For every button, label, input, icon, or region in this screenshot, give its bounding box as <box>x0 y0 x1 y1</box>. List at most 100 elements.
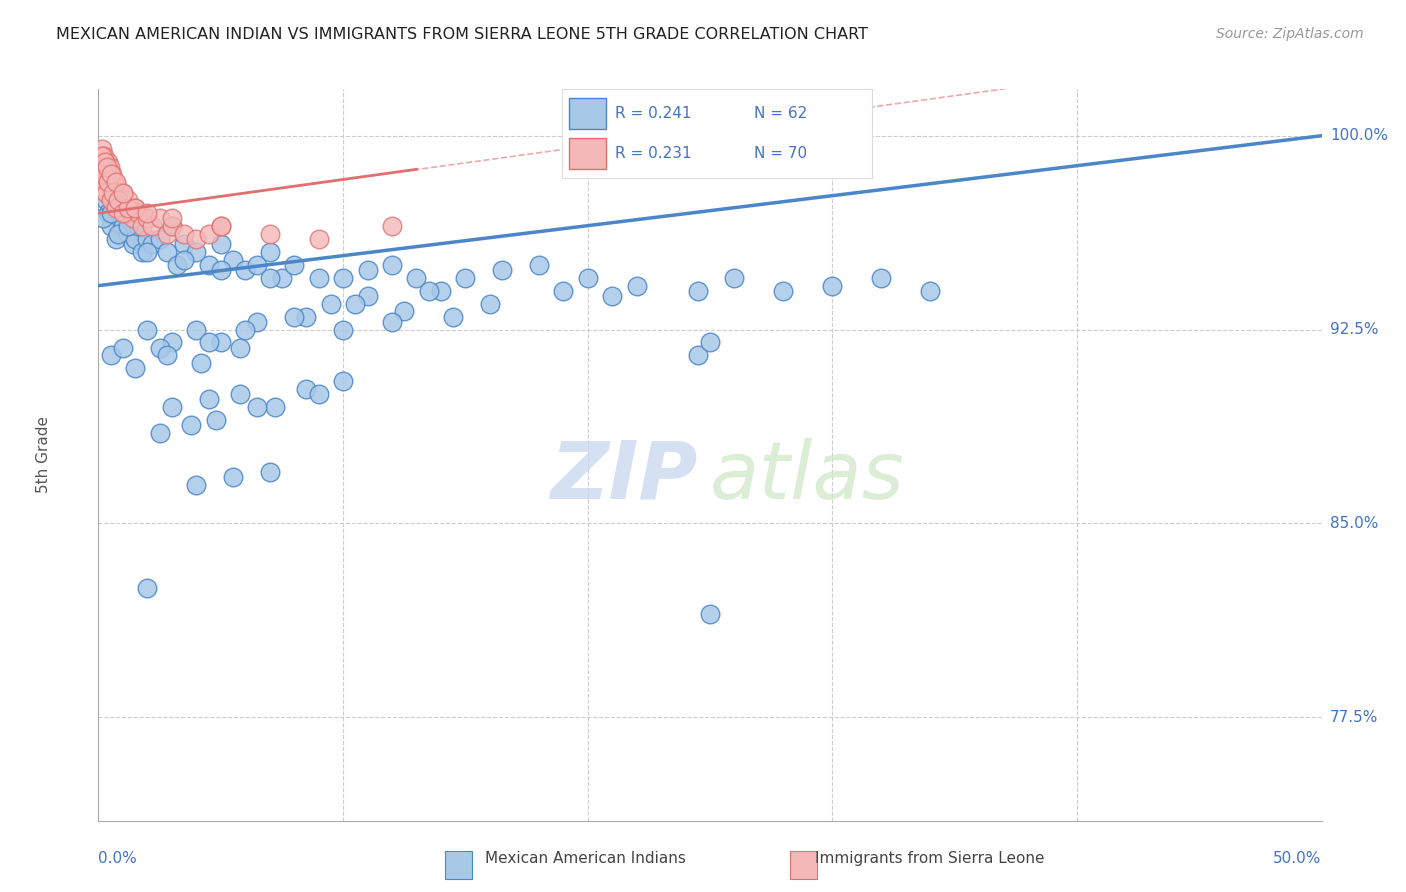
Point <box>259 245 281 260</box>
Point <box>222 252 245 267</box>
Point <box>91 168 114 182</box>
Point <box>197 335 219 350</box>
Point <box>418 284 440 298</box>
Point <box>332 271 354 285</box>
Point <box>197 392 219 407</box>
Point <box>96 160 118 174</box>
Point <box>308 387 330 401</box>
Point <box>94 194 117 208</box>
Point <box>381 315 404 329</box>
Point <box>246 258 269 272</box>
Point <box>229 341 252 355</box>
Point <box>97 175 120 189</box>
Text: N = 70: N = 70 <box>754 146 807 161</box>
Text: atlas: atlas <box>710 438 905 516</box>
Point <box>156 348 179 362</box>
Text: Mexican American Indians: Mexican American Indians <box>485 852 686 866</box>
Point <box>107 194 129 208</box>
Point <box>108 186 131 200</box>
Point <box>96 175 118 189</box>
Point <box>166 258 188 272</box>
Point <box>136 211 159 226</box>
Point <box>111 186 134 200</box>
Point <box>491 263 513 277</box>
Point <box>91 149 114 163</box>
Point <box>136 322 159 336</box>
Point <box>111 186 134 200</box>
Point <box>107 227 129 241</box>
Point <box>114 206 136 220</box>
Point <box>97 168 120 182</box>
Point <box>90 180 112 194</box>
Point <box>107 194 129 208</box>
Point <box>100 219 122 234</box>
Point <box>100 168 122 182</box>
Point <box>246 400 269 414</box>
Point <box>91 142 114 156</box>
Point <box>209 219 232 234</box>
Text: 5th Grade: 5th Grade <box>37 417 51 493</box>
Point <box>197 258 219 272</box>
Point <box>156 245 179 260</box>
Text: Immigrants from Sierra Leone: Immigrants from Sierra Leone <box>815 852 1045 866</box>
Point <box>149 341 172 355</box>
Point <box>89 168 111 182</box>
Point <box>600 289 623 303</box>
Point <box>94 168 117 182</box>
Point <box>141 219 163 234</box>
Point <box>308 271 330 285</box>
Point <box>454 271 477 285</box>
Point <box>100 175 122 189</box>
Point <box>96 160 118 174</box>
Point <box>90 160 112 174</box>
Point <box>104 201 127 215</box>
Point <box>160 335 183 350</box>
Text: Source: ZipAtlas.com: Source: ZipAtlas.com <box>1216 27 1364 41</box>
Text: 100.0%: 100.0% <box>1330 128 1388 144</box>
Point <box>97 154 120 169</box>
Point <box>97 180 120 194</box>
Point <box>121 211 143 226</box>
Text: ZIP: ZIP <box>550 438 697 516</box>
Point <box>91 168 114 182</box>
Point <box>97 206 120 220</box>
Point <box>100 194 122 208</box>
Point <box>124 201 146 215</box>
Point <box>626 278 648 293</box>
Point <box>173 237 195 252</box>
Point <box>356 289 378 303</box>
Point <box>131 219 153 234</box>
Point <box>772 284 794 298</box>
Point <box>124 232 146 246</box>
Bar <box>568 98 606 129</box>
Point <box>259 465 281 479</box>
Point <box>723 271 745 285</box>
Point <box>246 315 269 329</box>
Text: 77.5%: 77.5% <box>1330 710 1378 725</box>
Point <box>91 154 114 169</box>
Point <box>117 194 139 208</box>
Text: N = 62: N = 62 <box>754 106 807 120</box>
Point <box>110 194 132 208</box>
Point <box>699 335 721 350</box>
Point <box>136 581 159 595</box>
Point <box>149 211 172 226</box>
Point <box>104 175 127 189</box>
Point <box>111 341 134 355</box>
Point <box>156 227 179 241</box>
Point <box>186 232 208 246</box>
Point <box>107 201 129 215</box>
Point <box>93 149 115 163</box>
Point <box>478 296 501 310</box>
Point <box>136 245 159 260</box>
Point <box>136 232 159 246</box>
Point <box>104 232 127 246</box>
Point <box>127 219 149 234</box>
Point <box>209 237 232 252</box>
Text: 85.0%: 85.0% <box>1330 516 1378 531</box>
Point <box>127 206 149 220</box>
Text: 0.0%: 0.0% <box>98 851 138 866</box>
Point <box>160 219 183 234</box>
Point <box>173 252 195 267</box>
Point <box>381 258 404 272</box>
